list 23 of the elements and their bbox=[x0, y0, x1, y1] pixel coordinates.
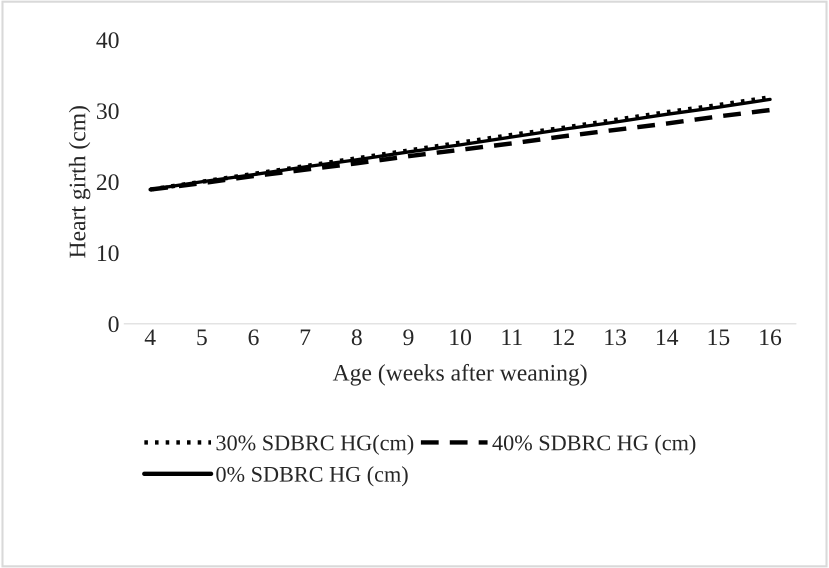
x-tick-label: 6 bbox=[248, 329, 259, 346]
legend-label: 0% SDBRC HG (cm) bbox=[216, 466, 408, 486]
y-tick-label: 10 bbox=[98, 245, 119, 262]
x-tick-label: 16 bbox=[760, 329, 782, 346]
x-tick-label: 7 bbox=[300, 330, 310, 346]
x-tick-label: 13 bbox=[605, 329, 626, 346]
y-tick-label: 30 bbox=[97, 103, 119, 120]
y-tick-label: 40 bbox=[96, 32, 119, 48]
x-tick-label: 5 bbox=[197, 330, 207, 346]
y-tick-label: 20 bbox=[96, 174, 119, 190]
x-tick-label: 15 bbox=[708, 329, 730, 346]
x-tick-label: 9 bbox=[403, 329, 414, 346]
x-tick-label: 8 bbox=[352, 329, 362, 346]
y-tick-label: 0 bbox=[108, 316, 119, 332]
legend-label: 40% SDBRC HG (cm) bbox=[492, 434, 696, 455]
y-axis-title: Heart girth (cm) bbox=[68, 106, 90, 258]
x-tick-label: 4 bbox=[144, 329, 156, 346]
x-tick-label: 10 bbox=[450, 329, 471, 346]
x-tick-label: 12 bbox=[554, 329, 574, 346]
x-tick-label: 11 bbox=[502, 329, 522, 346]
legend-label: 30% SDBRC HG(cm) bbox=[216, 434, 414, 455]
x-axis-title: Age (weeks after weaning) bbox=[332, 364, 587, 386]
x-tick-label: 14 bbox=[656, 329, 678, 346]
